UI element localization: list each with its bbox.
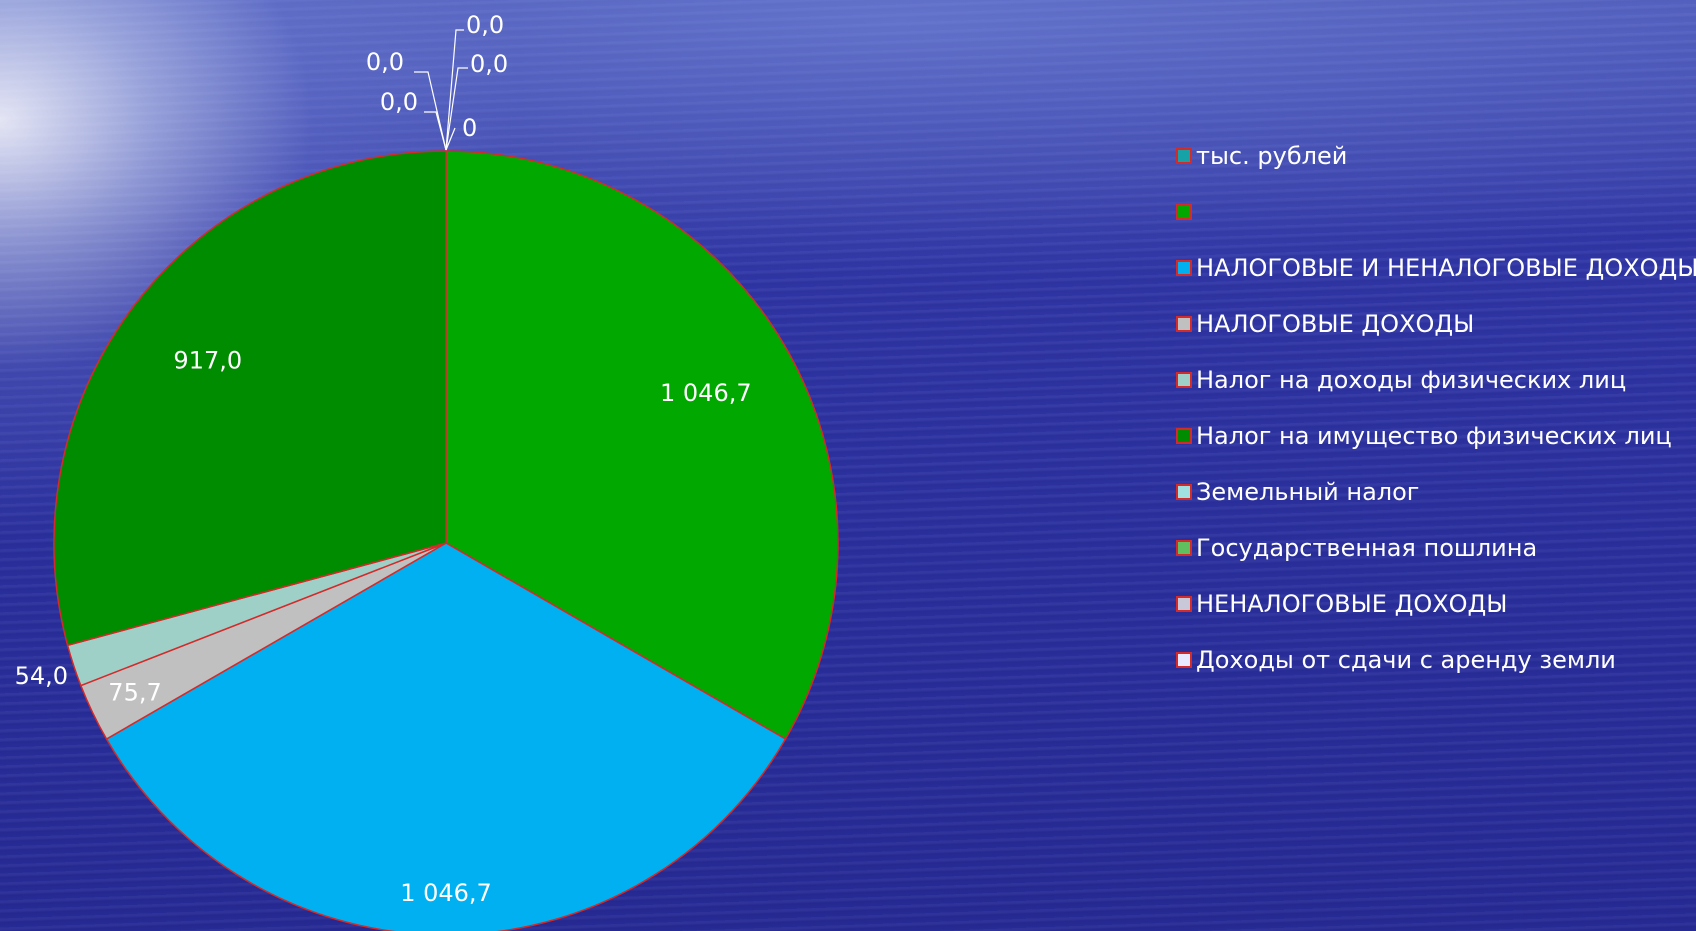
legend-item: Доходы от сдачи с аренду земли: [1176, 632, 1696, 688]
legend-swatch: [1176, 596, 1192, 612]
data-label: 0,0: [466, 11, 504, 39]
legend-item: Государственная пошлина: [1176, 520, 1696, 576]
legend-label: НАЛОГОВЫЕ И НЕНАЛОГОВЫЕ ДОХОДЫ: [1196, 254, 1696, 282]
legend-label: Налог на имущество физических лиц: [1196, 422, 1672, 450]
leader-line: [445, 29, 464, 151]
legend-item: НАЛОГОВЫЕ ДОХОДЫ: [1176, 296, 1696, 352]
leader-line: [414, 71, 447, 151]
data-label: 0,0: [366, 48, 404, 76]
leader-line: [424, 111, 447, 151]
legend: тыс. рублей НАЛОГОВЫЕ И НЕНАЛОГОВЫЕ ДОХОД…: [1176, 128, 1696, 688]
legend-label: Налог на доходы физических лиц: [1196, 366, 1627, 394]
legend-item: [1176, 184, 1696, 240]
data-label: 917,0: [173, 347, 242, 375]
legend-item: НАЛОГОВЫЕ И НЕНАЛОГОВЫЕ ДОХОДЫ: [1176, 240, 1696, 296]
legend-label: Государственная пошлина: [1196, 534, 1538, 562]
legend-label: Доходы от сдачи с аренду земли: [1196, 646, 1616, 674]
legend-label: НЕНАЛОГОВЫЕ ДОХОДЫ: [1196, 590, 1508, 618]
legend-swatch: [1176, 540, 1192, 556]
legend-item: Налог на доходы физических лиц: [1176, 352, 1696, 408]
pie-slice: [445, 150, 839, 741]
legend-swatch: [1176, 148, 1192, 164]
leader-line: [445, 127, 456, 151]
data-label: 1 046,7: [400, 879, 492, 907]
pie-slice: [105, 542, 787, 931]
data-label: 0: [462, 114, 477, 142]
legend-swatch: [1176, 260, 1192, 276]
legend-label: НАЛОГОВЫЕ ДОХОДЫ: [1196, 310, 1475, 338]
legend-label: Земельный налог: [1196, 478, 1420, 506]
legend-swatch: [1176, 204, 1192, 220]
data-label: 0,0: [380, 88, 418, 116]
data-label: 0,0: [470, 50, 508, 78]
data-label: 54,0: [15, 662, 68, 690]
legend-label: тыс. рублей: [1196, 142, 1348, 170]
legend-swatch: [1176, 372, 1192, 388]
legend-item: тыс. рублей: [1176, 128, 1696, 184]
legend-item: Налог на имущество физических лиц: [1176, 408, 1696, 464]
legend-item: Земельный налог: [1176, 464, 1696, 520]
leader-line: [445, 67, 468, 151]
legend-item: НЕНАЛОГОВЫЕ ДОХОДЫ: [1176, 576, 1696, 632]
data-label: 75,7: [108, 678, 161, 706]
data-label: 1 046,7: [660, 379, 752, 407]
legend-swatch: [1176, 428, 1192, 444]
legend-swatch: [1176, 484, 1192, 500]
pie-slice: [53, 150, 447, 647]
legend-swatch: [1176, 652, 1192, 668]
legend-swatch: [1176, 316, 1192, 332]
